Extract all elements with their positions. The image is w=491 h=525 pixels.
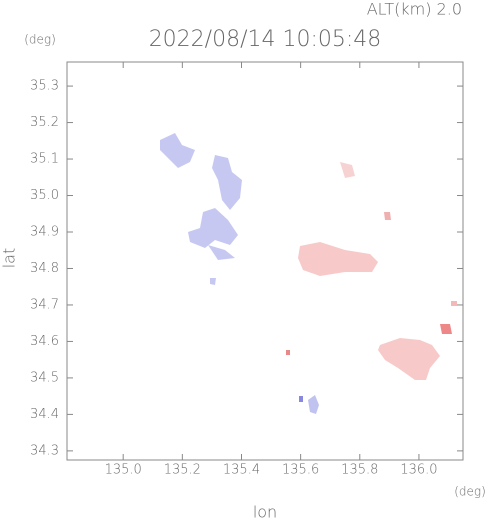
echo-blob <box>451 301 457 306</box>
echo-blob <box>212 155 242 210</box>
y-tick-label: 34.7 <box>30 297 59 312</box>
y-tick-label: 35.3 <box>30 79 59 94</box>
y-axis-label: lat <box>0 248 19 269</box>
echo-blob <box>286 350 290 355</box>
x-tick-label: 135.8 <box>341 463 378 478</box>
echo-blob <box>298 242 378 276</box>
echo-blob <box>378 338 440 380</box>
echo-blob <box>160 133 195 168</box>
echo-blob <box>210 278 216 285</box>
y-tick-label: 34.8 <box>30 261 59 276</box>
y-tick-label: 34.3 <box>30 443 59 458</box>
chart-title: 2022/08/14 10:05:48 <box>149 27 382 52</box>
x-tick-label: 135.4 <box>223 463 260 478</box>
x-tick-label: 135.2 <box>164 463 201 478</box>
echo-blob <box>384 212 391 220</box>
x-tick-label: 136.0 <box>400 463 437 478</box>
y-tick-label: 34.9 <box>30 224 59 239</box>
x-tick-label: 135.6 <box>282 463 319 478</box>
echo-blob <box>340 162 355 178</box>
y-tick-label: 35.0 <box>30 188 59 203</box>
altitude-label: ALT(km) 2.0 <box>367 0 462 19</box>
echo-blob <box>440 324 452 334</box>
y-tick-label: 34.5 <box>30 370 59 385</box>
echoes <box>160 133 457 414</box>
y-tick-label: 34.6 <box>30 334 59 349</box>
echo-blob <box>188 208 238 248</box>
y-tick-label: 35.1 <box>30 152 59 167</box>
y-tick-label: 34.4 <box>30 407 59 422</box>
x-tick-label: 135.0 <box>105 463 142 478</box>
echo-blob <box>208 245 235 260</box>
x-unit: (deg) <box>454 485 486 499</box>
y-unit: (deg) <box>24 33 56 47</box>
x-axis-label: lon <box>253 503 277 522</box>
plot-frame <box>66 61 464 461</box>
echo-blob <box>308 395 319 414</box>
y-tick-label: 35.2 <box>30 115 59 130</box>
echo-blob <box>299 396 303 402</box>
